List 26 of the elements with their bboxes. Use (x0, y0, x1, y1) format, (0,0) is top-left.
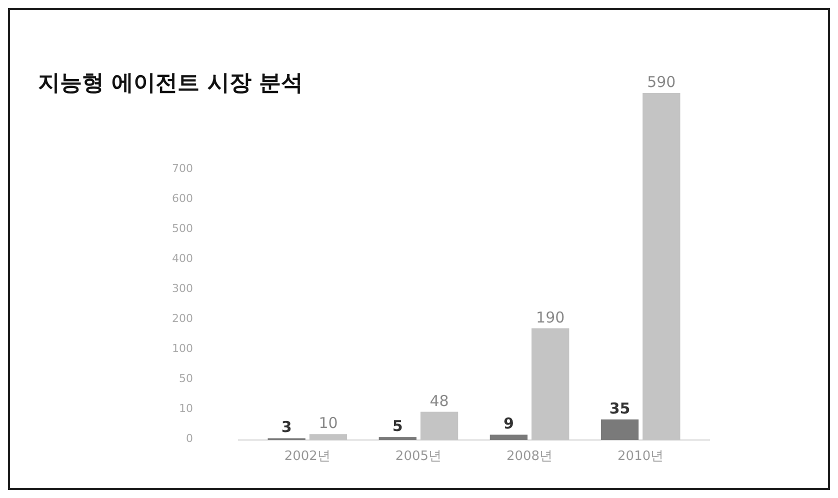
bar (600, 419, 639, 440)
text: 10 (179, 402, 193, 415)
bar (490, 434, 528, 440)
text: 50 (179, 372, 193, 385)
bar (378, 437, 416, 440)
data-label: 35 (609, 399, 630, 418)
text: 0 (186, 432, 193, 445)
data-label: 9 (503, 414, 514, 433)
chart-title: 지능형 에이전트 시장 분석 (38, 71, 303, 96)
data-label: 10 (318, 414, 338, 432)
text: 200 (172, 312, 193, 325)
data-label: 190 (536, 308, 565, 326)
data-label: 5 (392, 417, 403, 436)
data-label: 590 (647, 73, 676, 91)
text: 700 (172, 162, 193, 175)
text: 300 (172, 282, 193, 295)
x-tick-label: 2008년 (506, 449, 553, 464)
data-label: 3 (281, 418, 292, 436)
x-tick-label: 2005년 (395, 449, 442, 464)
text: 400 (172, 252, 193, 265)
data-label: 48 (430, 392, 449, 410)
x-tick-label: 2010년 (618, 449, 664, 464)
text: 100 (172, 342, 193, 355)
x-tick-label: 2002년 (284, 449, 330, 464)
text: 600 (172, 192, 193, 205)
text: 500 (172, 222, 193, 235)
